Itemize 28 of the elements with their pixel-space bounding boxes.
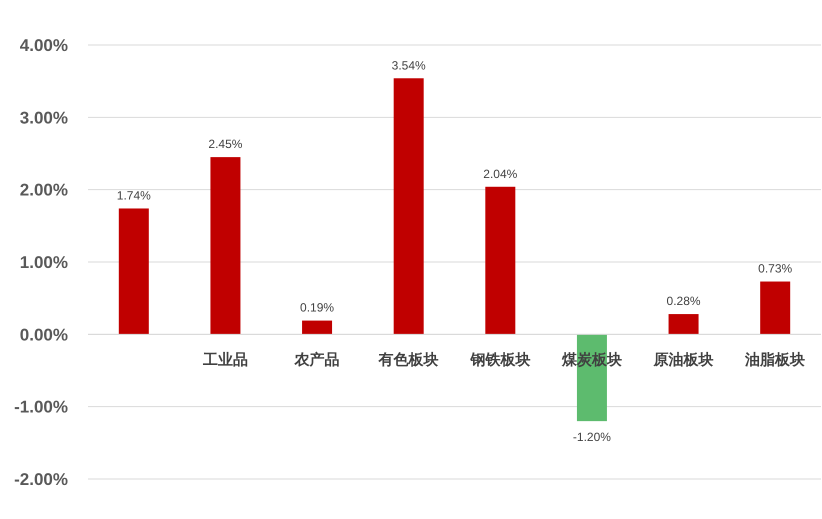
data-label: 3.54%: [392, 58, 426, 72]
x-tick-label: 有色板块: [378, 351, 439, 368]
data-label: 0.73%: [758, 262, 793, 276]
x-tick-label: 工业品: [202, 351, 248, 368]
bar: [668, 314, 699, 334]
y-tick-label: 2.00%: [20, 180, 68, 200]
bar: [302, 320, 332, 334]
y-tick-label: 3.00%: [20, 108, 68, 128]
x-tick-label: 油脂板块: [744, 351, 806, 368]
data-label: 0.28%: [666, 294, 701, 308]
x-tick-label: 农产品: [294, 351, 340, 368]
bar: [394, 78, 424, 334]
bar: [118, 208, 149, 334]
data-label: 2.45%: [208, 137, 243, 152]
data-label: 1.74%: [116, 188, 152, 202]
y-tick-label: -2.00%: [14, 470, 68, 489]
data-label: 2.04%: [483, 166, 518, 181]
y-tick-label: -1.00%: [14, 398, 68, 417]
x-tick-label: 原油板块: [652, 351, 714, 368]
data-label: -1.20%: [572, 430, 612, 444]
x-tick-label: 钢铁板块: [469, 351, 530, 368]
bar: [485, 186, 516, 334]
y-tick-label: 0.00%: [20, 325, 68, 344]
data-label: 0.19%: [300, 300, 334, 315]
y-tick-label: 4.00%: [20, 36, 68, 55]
bar: [760, 282, 790, 334]
y-tick-label: 1.00%: [20, 253, 68, 272]
bar: [210, 157, 240, 334]
